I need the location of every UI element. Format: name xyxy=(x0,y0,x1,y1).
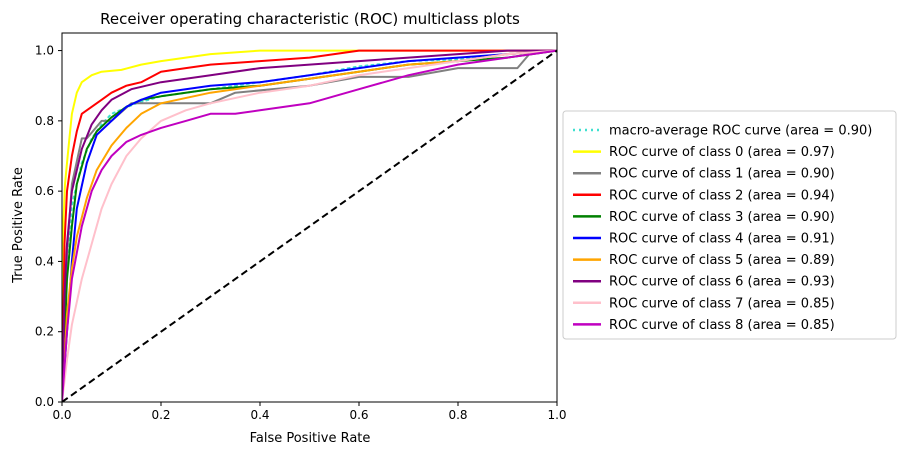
axes: 0.0 0.2 0.4 0.6 0.8 1.0 0.0 0.2 0.4 0.6 0.8 1.0 xyxy=(35,32,567,422)
legend-entry-label: macro-average ROC curve (area = 0.90) xyxy=(609,124,872,139)
legend-entry-label: ROC curve of class 5 (area = 0.89) xyxy=(609,253,835,268)
axes-frame xyxy=(61,32,558,403)
series-line-2 xyxy=(62,49,557,402)
x-tick-label: 0.4 xyxy=(250,408,269,422)
y-tick-label: 0.2 xyxy=(35,325,54,339)
x-tick-label: 1.0 xyxy=(547,408,566,422)
chart-title: Receiver operating characteristic (ROC) … xyxy=(100,10,520,28)
x-tick-label: 0.8 xyxy=(448,408,467,422)
legend-entry-label: ROC curve of class 7 (area = 0.85) xyxy=(609,296,835,311)
legend-entry-label: ROC curve of class 8 (area = 0.85) xyxy=(609,318,835,333)
series-line-3 xyxy=(62,49,557,402)
series-line-9 xyxy=(62,49,557,402)
plot-area xyxy=(62,49,557,402)
legend-entry-label: ROC curve of class 6 (area = 0.93) xyxy=(609,275,835,290)
series-line-5 xyxy=(62,49,557,402)
y-tick-label: 0.4 xyxy=(35,254,54,268)
series-line-1 xyxy=(62,49,557,402)
legend-entry-label: ROC curve of class 3 (area = 0.90) xyxy=(609,210,835,225)
x-tick-label: 0.0 xyxy=(52,408,71,422)
x-axis-label: False Positive Rate xyxy=(250,431,371,446)
legend-entry-label: ROC curve of class 1 (area = 0.90) xyxy=(609,167,835,182)
x-tick-label: 0.2 xyxy=(151,408,170,422)
y-axis-label: True Positive Rate xyxy=(11,167,26,284)
series-line-7 xyxy=(62,49,557,402)
y-tick-label: 0.8 xyxy=(35,114,54,128)
legend-entry-label: ROC curve of class 2 (area = 0.94) xyxy=(609,188,835,203)
series-line-6 xyxy=(62,49,557,402)
chance-diagonal-line xyxy=(62,49,557,402)
y-tick-label: 0.6 xyxy=(35,184,54,198)
series-line-8 xyxy=(62,49,557,402)
y-tick-label: 1.0 xyxy=(35,44,54,58)
legend-box xyxy=(562,110,897,340)
legend-entry-label: ROC curve of class 0 (area = 0.97) xyxy=(609,145,835,160)
x-tick-label: 0.6 xyxy=(349,408,368,422)
legend-entry-label: ROC curve of class 4 (area = 0.91) xyxy=(609,232,835,247)
legend: macro-average ROC curve (area = 0.90) ROC… xyxy=(562,110,897,340)
y-tick-label: 0.0 xyxy=(35,395,54,409)
